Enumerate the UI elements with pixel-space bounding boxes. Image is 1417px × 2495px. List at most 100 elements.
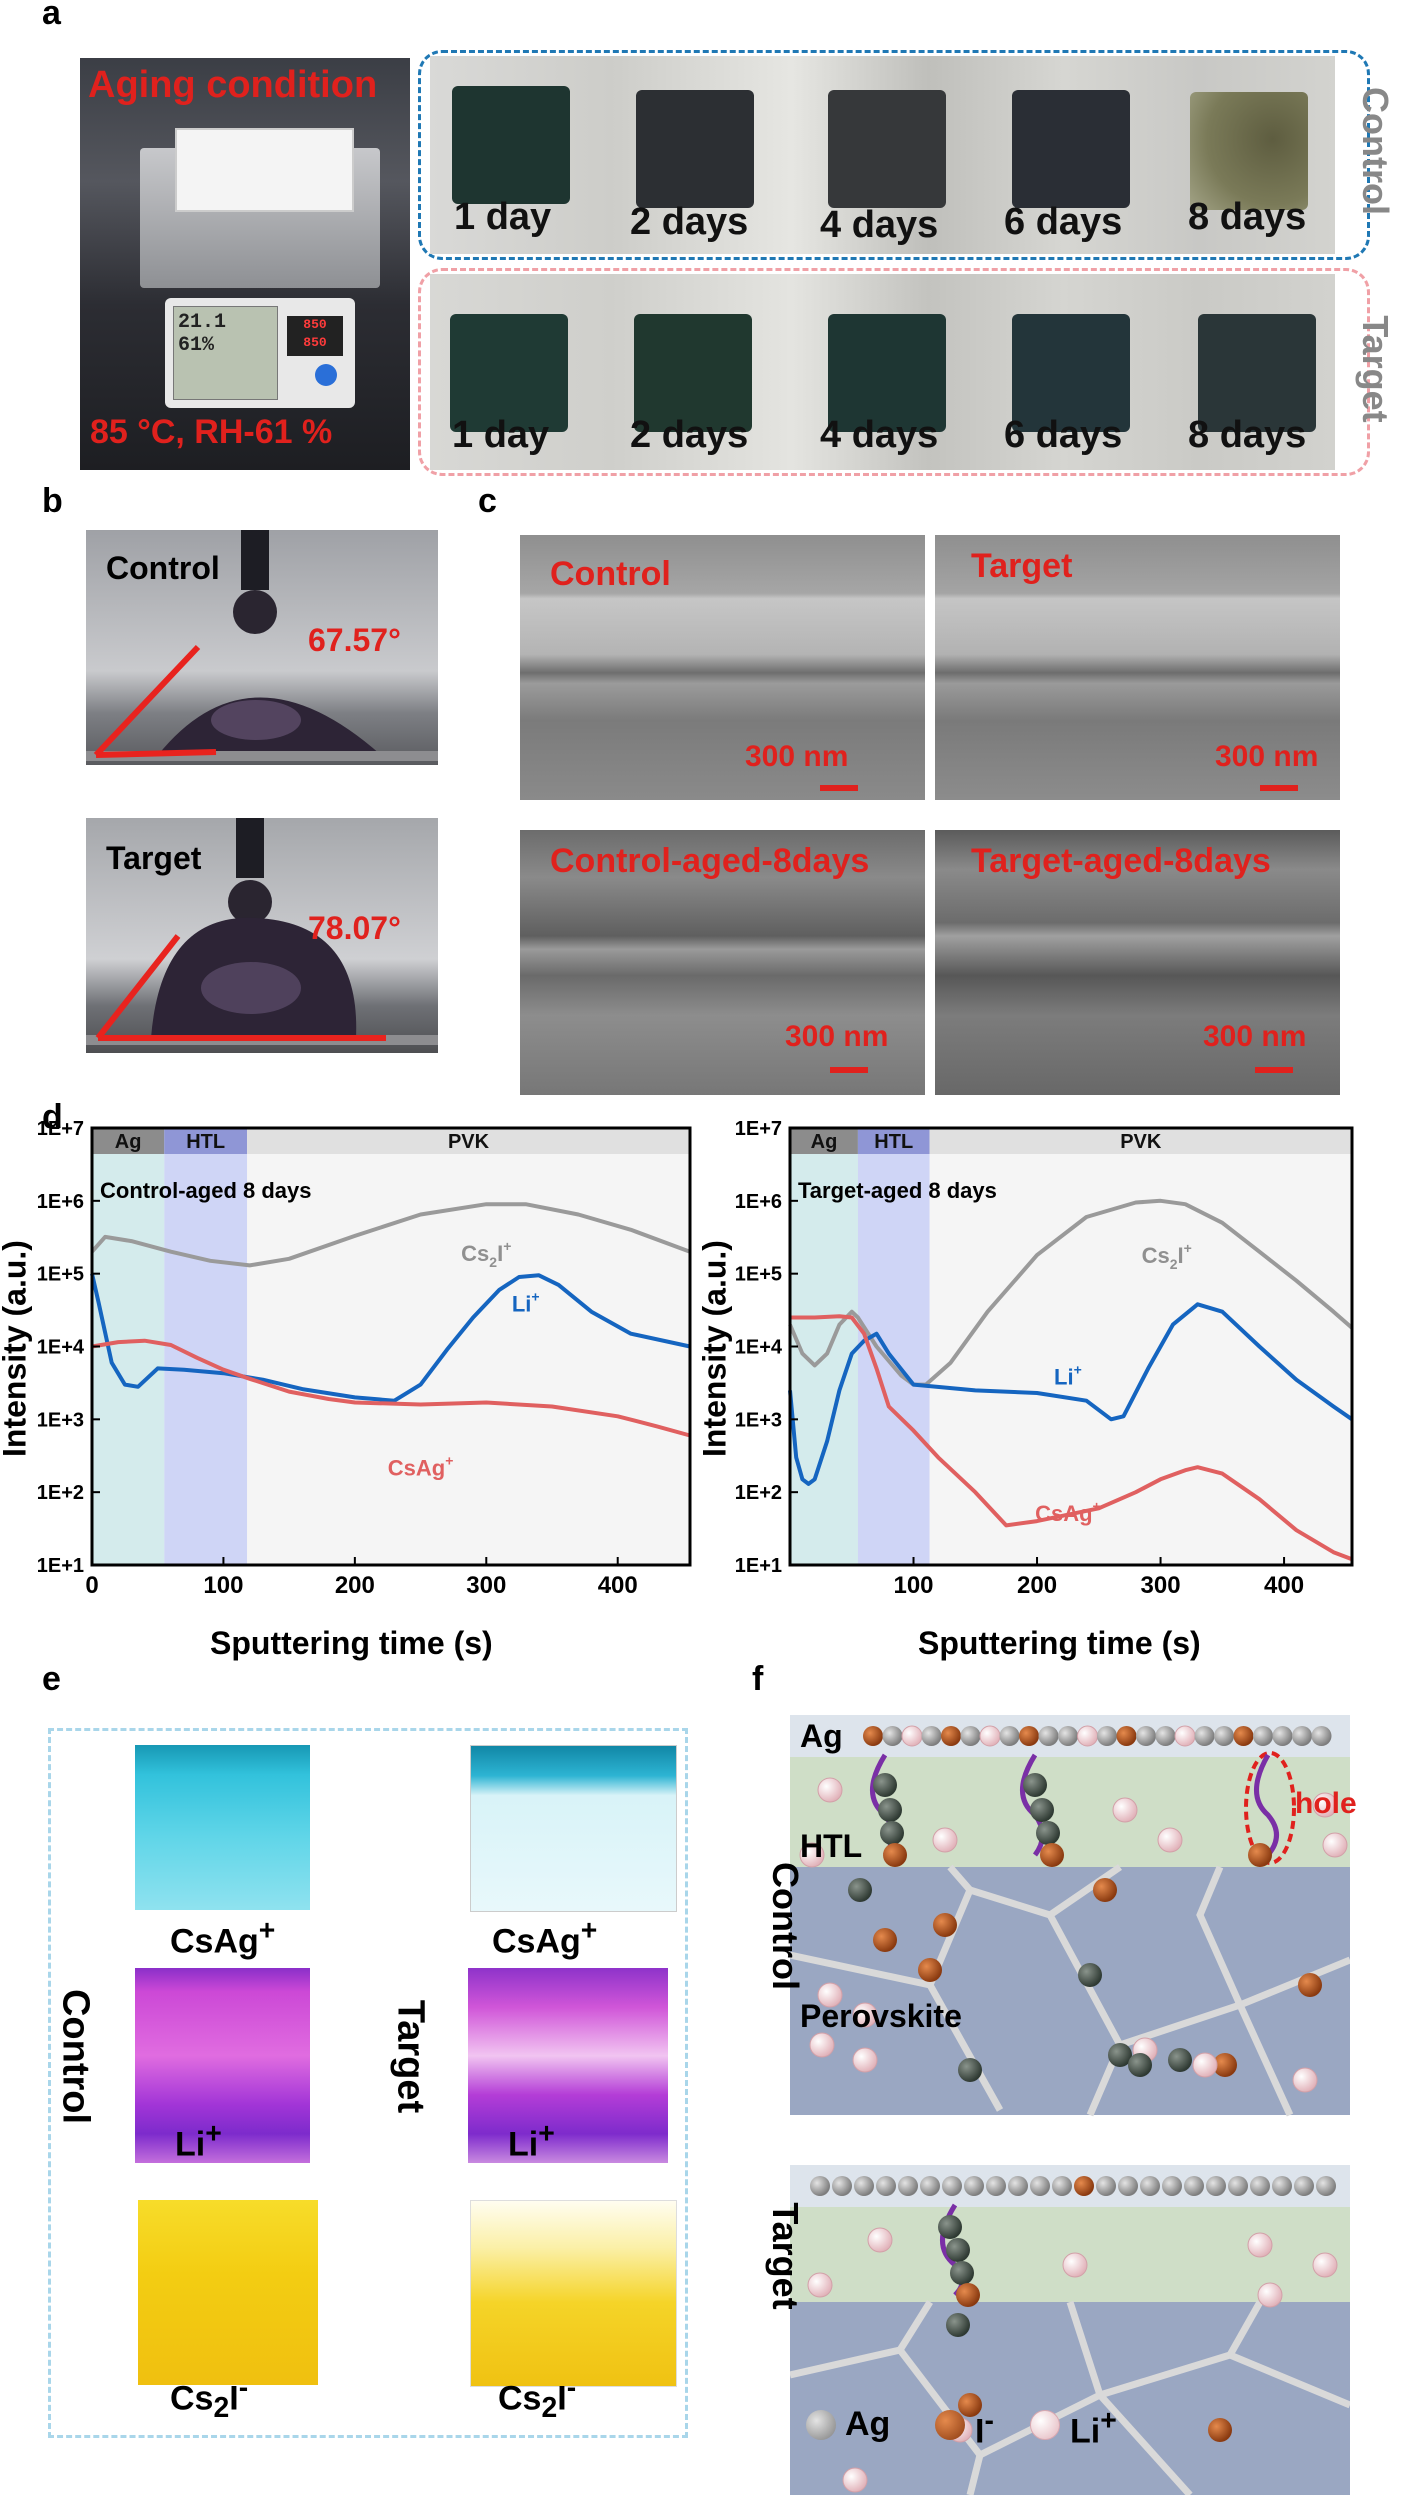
control-sample-4days (828, 90, 946, 208)
series-line (790, 1314, 1353, 1562)
ag-ball (960, 1726, 981, 1746)
control-day-label: 2 days (630, 201, 749, 243)
region-label: HTL (874, 1131, 913, 1153)
y-tick-label: 1E+2 (37, 1482, 84, 1504)
tof-sims-charts: Ag HTL PVK 1E+1 1E+2 1E+3 1E+4 1E+5 1E+6 1E+7 0 100… (37, 1120, 1354, 1599)
li-ball (1247, 2232, 1273, 2258)
scale-bar (830, 1067, 868, 1073)
contact-angle-value: 67.57° (308, 622, 401, 658)
control-sample-8days (1190, 92, 1308, 210)
ag-ball (1162, 2176, 1182, 2196)
iodide-ball (873, 1928, 897, 1952)
aging-condition: 85 °C, RH-61 % (90, 413, 333, 451)
cube-label-csag-control: CsAg+ (170, 1915, 276, 1961)
region-header (929, 1128, 1352, 1154)
control-day-label: 6 days (1004, 201, 1123, 243)
sem-image-target-aged: Target-aged-8days 300 nm (935, 830, 1340, 1095)
li-ball (1292, 2067, 1318, 2093)
ag-ball (1008, 2176, 1028, 2196)
panel-label-b: b (42, 482, 63, 520)
y-tick-label: 1E+2 (735, 1482, 782, 1504)
target-day-label: 2 days (630, 414, 749, 456)
iodide-ball (1248, 1843, 1272, 1867)
y-tick-label: 1E+5 (735, 1264, 782, 1286)
aging-setup-photo: 21.1 61% 850 850 Aging condition 85 °C, … (80, 58, 410, 470)
iodide-ball (1019, 1726, 1039, 1746)
controller-display-2: 850 (303, 335, 327, 350)
iodide-ball (1298, 1973, 1322, 1997)
iodide-ball (1040, 1843, 1064, 1867)
li-ball (979, 1725, 1001, 1747)
series-line (788, 1198, 1354, 1387)
iodide-ball (1233, 1726, 1254, 1746)
panel-label-c: c (478, 482, 497, 520)
ag-ball (873, 1773, 897, 1797)
ag-ball (1030, 1798, 1054, 1822)
iodide-ball (863, 1726, 883, 1746)
ag-ball (848, 1878, 872, 1902)
ag-ball (946, 2238, 970, 2262)
ag-ball (1214, 1726, 1234, 1746)
meter-temperature: 21.1 (178, 311, 227, 334)
target-row-frame (418, 268, 1370, 476)
syringe-needle (236, 818, 264, 878)
target-sample-2days (634, 314, 752, 432)
panel-label-e: e (42, 1660, 61, 1698)
control-day-label: 1 day (454, 196, 552, 238)
tangent-line (93, 644, 201, 758)
target-sample-1day (450, 314, 568, 432)
control-sample-1day (452, 86, 570, 204)
ag-ball (832, 2176, 852, 2196)
y-tick-label: 1E+5 (37, 1264, 84, 1286)
ag-ball (986, 2176, 1006, 2196)
li-ball (809, 2032, 835, 2058)
tangent-line (95, 934, 181, 1040)
li-ball (932, 1827, 958, 1853)
ag-ball (1030, 2176, 1050, 2196)
ag-ball (1194, 1726, 1215, 1746)
control-samples-photo: 1 day 2 days 4 days 6 days 8 days (430, 56, 1335, 254)
control-row-label: Control (1355, 87, 1396, 215)
x-tick-label: 100 (203, 1572, 243, 1599)
ag-ball (938, 2215, 962, 2239)
scale-bar-label: 300 nm (1203, 1020, 1307, 1053)
legend-label-iodide: I- (975, 2405, 994, 2451)
baseline-line (95, 749, 217, 758)
ag-ball (1036, 1821, 1060, 1845)
x-tick-label: 200 (335, 1572, 375, 1599)
li-ball (852, 2047, 878, 2073)
ag-ball (1108, 2043, 1132, 2067)
region-header (92, 1128, 165, 1154)
cube-cs2i-control (138, 2200, 318, 2385)
y-tick-label: 1E+3 (37, 1409, 84, 1431)
li-ball (867, 2227, 893, 2253)
controller-knob (315, 364, 337, 386)
ag-ball (920, 2176, 940, 2196)
hanging-droplet (228, 880, 272, 924)
scale-bar (820, 785, 858, 791)
region-header (790, 1128, 858, 1154)
iodide-ball (1093, 1878, 1117, 1902)
ag-ball (1250, 2176, 1270, 2196)
x-axis-label-left: Sputtering time (s) (210, 1625, 493, 1661)
li-ball (817, 1777, 843, 1803)
x-tick-label: 300 (1141, 1572, 1181, 1599)
control-sample-2days (636, 90, 754, 208)
y-axis-label-right: Intensity (a.u.) (696, 1240, 733, 1457)
panel-label-d: d (42, 1098, 63, 1136)
scale-bar-label: 300 nm (785, 1020, 889, 1053)
li-ball (842, 2467, 868, 2493)
li-ball (1312, 2252, 1338, 2278)
iodide-ball (956, 2283, 980, 2307)
ag-ball (1118, 2176, 1138, 2196)
cube-label-csag-target: CsAg+ (492, 1915, 598, 1961)
x-tick-label: 0 (85, 1572, 98, 1599)
ag-ball (1294, 2176, 1314, 2196)
region-label: Ag (115, 1131, 142, 1153)
y-tick-label: 1E+7 (37, 1120, 84, 1140)
cube-cs2i-target (470, 2200, 677, 2387)
ag-ball (876, 2176, 896, 2196)
contact-angle-label: Control (106, 550, 220, 586)
y-tick-label: 1E+1 (735, 1555, 782, 1577)
ag-ball (1272, 2176, 1292, 2196)
